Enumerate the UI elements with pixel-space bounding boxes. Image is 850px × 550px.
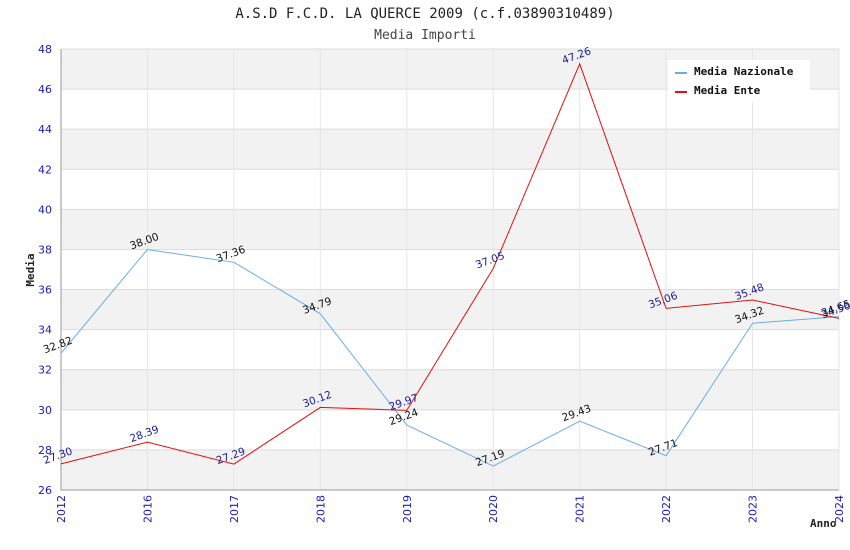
data-label-media-ente-2020: 37.05 (474, 250, 506, 272)
series-line-media-nazionale (60, 248, 840, 467)
data-label-media-ente-2016: 28.39 (128, 423, 160, 445)
band-30 (61, 369, 839, 410)
series-line-media-ente (60, 62, 840, 465)
legend-box (668, 60, 810, 102)
x-tick-2022: 2022 (660, 495, 673, 523)
series-group (60, 62, 840, 467)
y-tick-labels: 26 28 30 32 34 36 38 40 42 44 46 48 (38, 43, 52, 497)
y-tick-46: 46 (38, 83, 52, 96)
band-26 (61, 449, 839, 490)
band-34 (61, 289, 839, 330)
x-tick-2018: 2018 (314, 495, 327, 523)
x-tick-2019: 2019 (401, 495, 414, 523)
y-tick-36: 36 (38, 284, 52, 297)
gridlines (60, 48, 840, 491)
legend-label-media-ente: Media Ente (694, 84, 761, 97)
x-tick-labels: 2012 2016 2017 2018 2019 2020 2021 2022 2023 2024 (55, 495, 846, 523)
y-tick-26: 26 (38, 484, 52, 497)
legend-label-media-nazionale: Media Nazionale (694, 65, 794, 78)
band-42 (61, 129, 839, 170)
legend: Media Nazionale Media Ente (668, 60, 810, 102)
y-tick-28: 28 (38, 444, 52, 457)
x-tick-2021: 2021 (574, 495, 587, 523)
y-tick-32: 32 (38, 364, 52, 377)
x-axis-label: Anno (810, 517, 837, 530)
x-tick-2017: 2017 (228, 495, 241, 523)
y-tick-42: 42 (38, 163, 52, 176)
chart-subtitle: Media Importi (374, 28, 476, 43)
x-tick-2012: 2012 (55, 495, 68, 523)
band-38 (61, 209, 839, 250)
x-tick-2020: 2020 (487, 495, 500, 523)
y-axis-label: Media (24, 253, 37, 286)
y-tick-48: 48 (38, 43, 52, 56)
x-tick-2023: 2023 (747, 495, 760, 523)
background-bands (61, 49, 839, 490)
x-tick-2016: 2016 (141, 495, 154, 523)
y-tick-38: 38 (38, 243, 52, 256)
y-tick-34: 34 (38, 324, 52, 337)
y-tick-30: 30 (38, 404, 52, 417)
y-tick-40: 40 (38, 203, 52, 216)
x-tick-2024: 2024 (833, 495, 846, 523)
chart-title: A.S.D F.C.D. LA QUERCE 2009 (c.f.0389031… (235, 6, 614, 22)
y-tick-44: 44 (38, 123, 52, 136)
data-label-media-nazionale-2012: 32.82 (42, 335, 74, 357)
